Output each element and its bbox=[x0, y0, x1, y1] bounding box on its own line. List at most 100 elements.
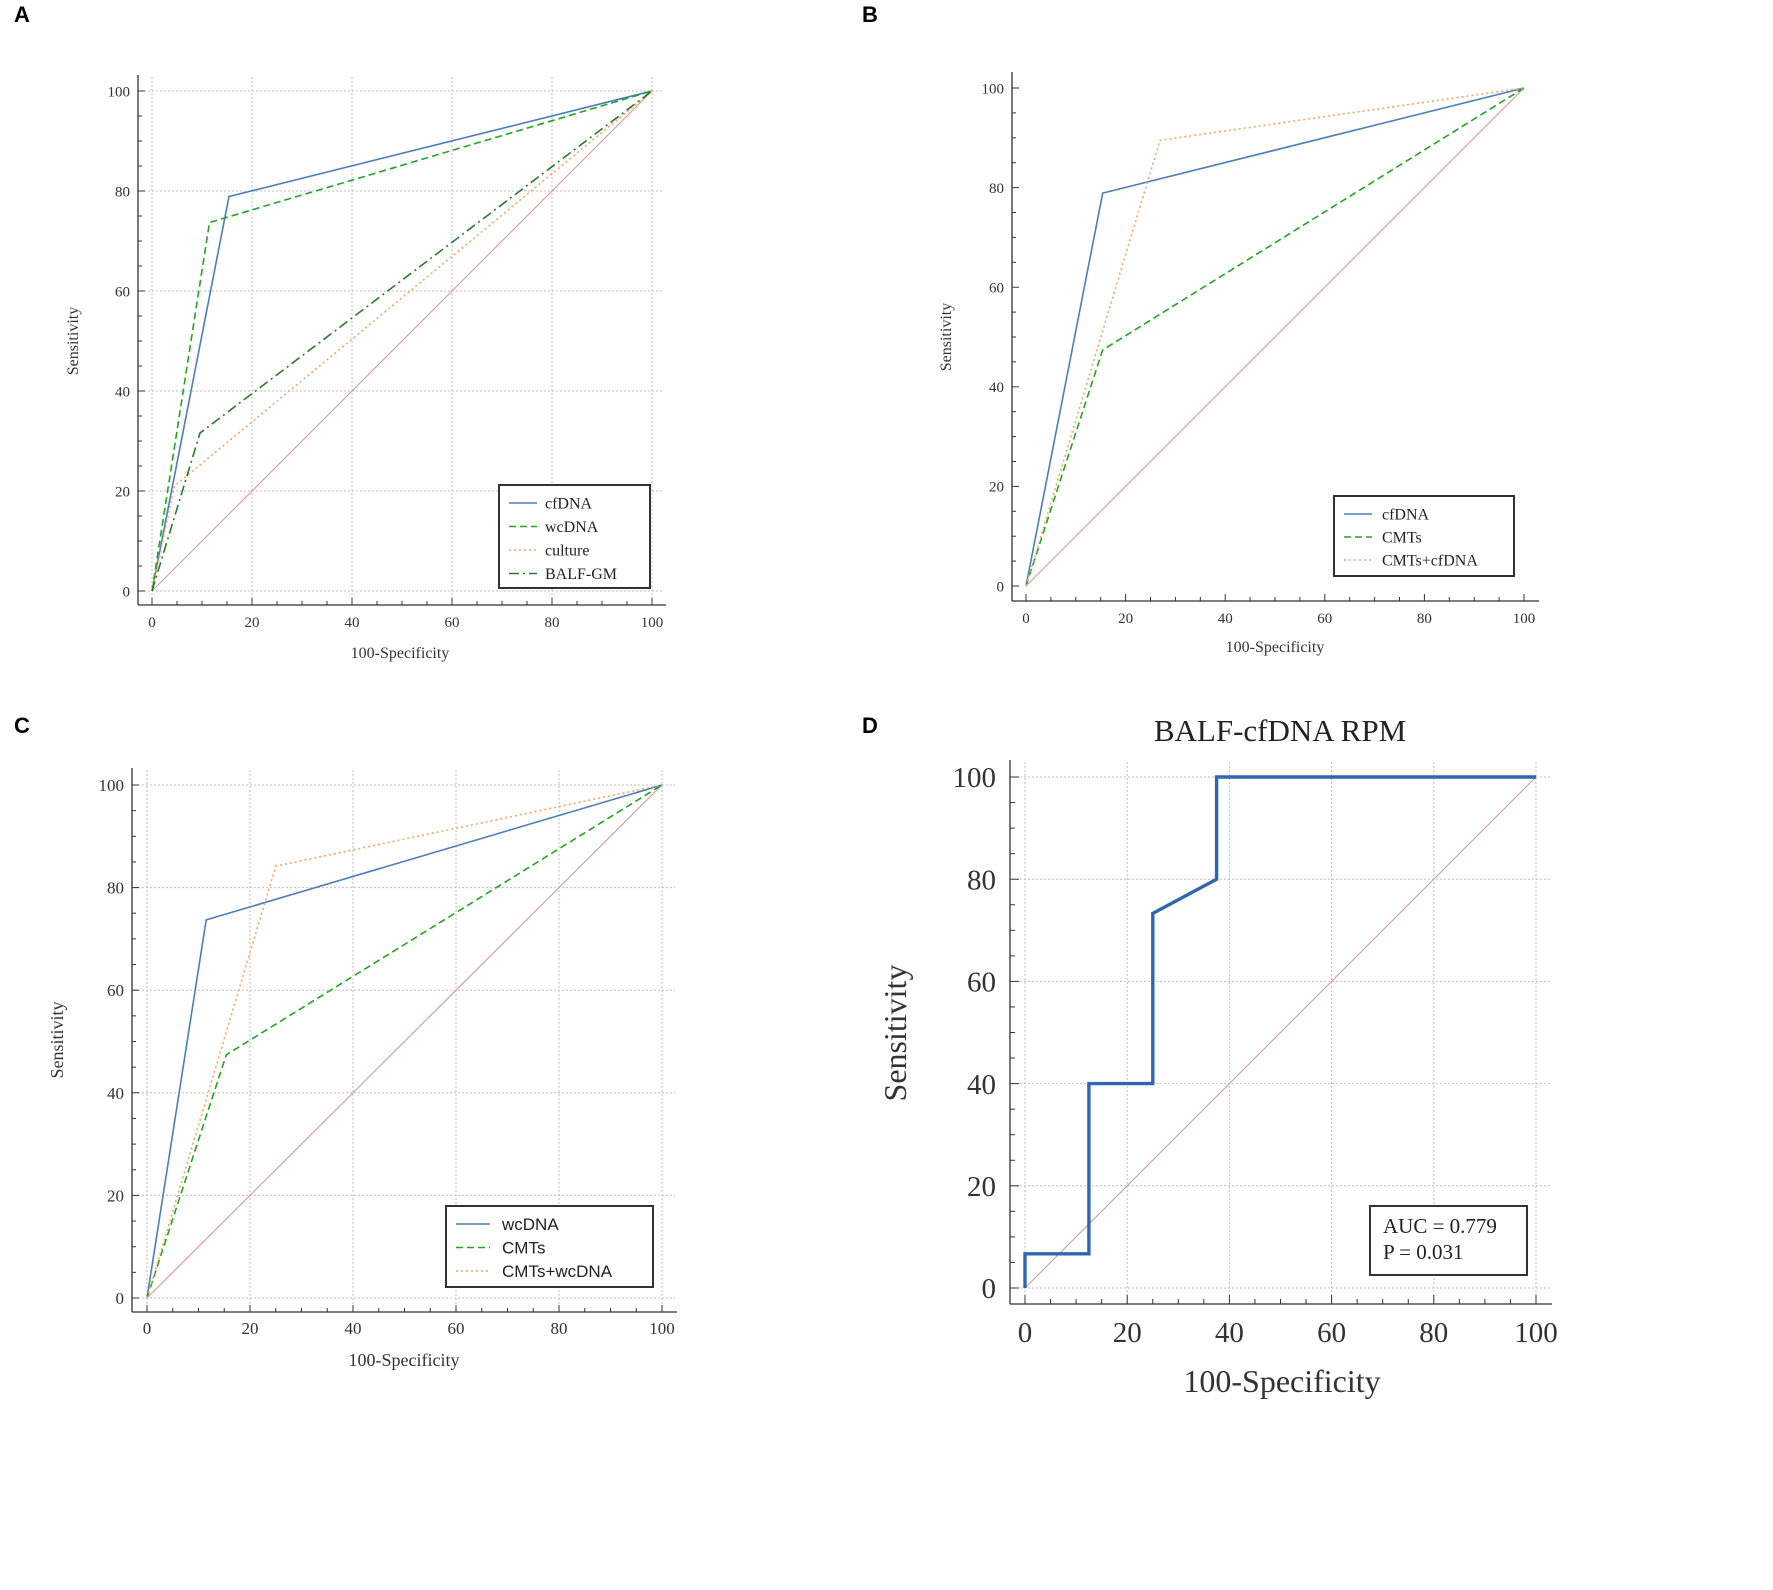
chart-title: BALF-cfDNA RPM bbox=[1154, 713, 1406, 748]
y-tick-label: 40 bbox=[989, 380, 1004, 396]
y-tick-label: 20 bbox=[107, 1186, 124, 1205]
y-tick-label: 60 bbox=[115, 284, 130, 300]
y-tick-label: 60 bbox=[989, 280, 1004, 296]
panel-A: A 0 20 40 60 80 100 0 20 40 60 80 100 100-Specificity… bbox=[14, 2, 666, 662]
x-tick-label: 0 bbox=[143, 1319, 152, 1338]
x-tick-label: 40 bbox=[1215, 1317, 1244, 1349]
x-tick-label: 20 bbox=[1118, 611, 1133, 627]
legend-entry: CMTs+wcDNA bbox=[502, 1262, 613, 1281]
roc-curve-cmts-cfdna bbox=[1025, 87, 1525, 587]
x-tick-label: 60 bbox=[1317, 611, 1332, 627]
x-tick-label: 0 bbox=[1022, 611, 1030, 627]
x-tick-label: 0 bbox=[148, 615, 156, 631]
auc-value: AUC = 0.779 bbox=[1383, 1214, 1497, 1238]
y-axis-label: Sensitivity bbox=[47, 1001, 67, 1078]
y-tick-label: 80 bbox=[967, 864, 996, 896]
x-tick-label: 20 bbox=[1113, 1317, 1142, 1349]
panel-C: C 0 20 40 60 80 100 0 20 40 60 80 100 100-Specificity… bbox=[14, 713, 677, 1370]
reference-diagonal bbox=[151, 90, 653, 592]
legend-box bbox=[498, 484, 651, 589]
x-tick-label: 100 bbox=[1514, 1317, 1558, 1349]
roc-curve-balf-gm bbox=[151, 90, 653, 592]
x-tick-label: 100 bbox=[649, 1319, 675, 1338]
y-tick-label: 100 bbox=[108, 84, 131, 100]
x-tick-label: 60 bbox=[448, 1319, 465, 1338]
x-axis-label: 100-Specificity bbox=[1183, 1363, 1380, 1399]
legend-entry: CMTs bbox=[1382, 530, 1422, 547]
y-tick-label: 100 bbox=[953, 762, 997, 794]
panel-D: D BALF-cfDNA RPM 0 20 40 60 80 100 0 20 40 60 80 100 1… bbox=[862, 713, 1558, 1399]
panel-label: C bbox=[14, 713, 30, 738]
legend: wcDNA CMTs CMTs+wcDNA bbox=[445, 1205, 654, 1288]
legend: cfDNA wcDNA culture BALF-GM bbox=[498, 484, 651, 589]
y-tick-label: 40 bbox=[967, 1069, 996, 1101]
x-tick-label: 60 bbox=[1317, 1317, 1346, 1349]
reference-diagonal bbox=[146, 784, 663, 1299]
y-axis-label: Sensitivity bbox=[938, 303, 955, 371]
legend-entry: cfDNA bbox=[1382, 507, 1430, 524]
roc-curve-cfdna bbox=[151, 90, 653, 592]
roc-curve-cfdna bbox=[1025, 87, 1525, 587]
y-tick-label: 0 bbox=[997, 579, 1005, 595]
panel-label: D bbox=[862, 713, 878, 738]
x-tick-label: 60 bbox=[445, 615, 460, 631]
roc-curve-wcdna bbox=[151, 90, 653, 592]
legend-entry: wcDNA bbox=[545, 519, 599, 536]
roc-curve-cmts-wcdna bbox=[146, 784, 663, 1299]
annotation-box bbox=[1369, 1205, 1528, 1276]
x-axis-label: 100-Specificity bbox=[1226, 639, 1325, 656]
y-axis-label: Sensitivity bbox=[65, 307, 82, 375]
roc-curve-balf-cfdna-rpm bbox=[1023, 775, 1536, 1288]
y-tick-label: 80 bbox=[115, 184, 130, 200]
roc-curve-cmts bbox=[146, 784, 663, 1299]
panel-label: B bbox=[862, 2, 878, 27]
legend-entry: BALF-GM bbox=[545, 566, 617, 583]
x-tick-label: 20 bbox=[242, 1319, 259, 1338]
x-axis-label: 100-Specificity bbox=[349, 1350, 460, 1370]
y-tick-label: 20 bbox=[115, 484, 130, 500]
y-tick-label: 0 bbox=[123, 584, 131, 600]
x-tick-label: 80 bbox=[551, 1319, 568, 1338]
roc-curve-culture bbox=[151, 90, 653, 592]
y-tick-label: 20 bbox=[989, 480, 1004, 496]
y-tick-label: 80 bbox=[107, 879, 124, 898]
panel-label: A bbox=[14, 2, 30, 27]
y-tick-label: 40 bbox=[115, 384, 130, 400]
y-tick-label: 0 bbox=[116, 1289, 125, 1308]
legend-box bbox=[445, 1205, 654, 1288]
x-tick-label: 100 bbox=[641, 615, 664, 631]
y-axis-label: Sensitivity bbox=[877, 965, 913, 1102]
x-tick-label: 80 bbox=[545, 615, 560, 631]
legend-entry: cfDNA bbox=[545, 496, 593, 513]
x-tick-label: 100 bbox=[1513, 611, 1536, 627]
x-tick-label: 40 bbox=[345, 615, 360, 631]
legend: cfDNA CMTs CMTs+cfDNA bbox=[1333, 495, 1515, 577]
legend-entry: CMTs+cfDNA bbox=[1382, 553, 1478, 570]
legend-box bbox=[1333, 495, 1515, 577]
p-value: P = 0.031 bbox=[1383, 1240, 1464, 1264]
y-tick-label: 100 bbox=[982, 81, 1005, 97]
roc-curve-cmts bbox=[1025, 87, 1525, 587]
reference-diagonal bbox=[1024, 776, 1537, 1289]
legend-entry: wcDNA bbox=[501, 1215, 559, 1234]
legend-entry: CMTs bbox=[502, 1238, 545, 1257]
y-tick-label: 60 bbox=[967, 967, 996, 999]
x-axis-label: 100-Specificity bbox=[351, 645, 450, 662]
y-tick-label: 100 bbox=[99, 776, 125, 795]
y-tick-label: 80 bbox=[989, 181, 1004, 197]
y-tick-label: 60 bbox=[107, 981, 124, 1000]
x-tick-label: 0 bbox=[1018, 1317, 1033, 1349]
x-tick-label: 80 bbox=[1419, 1317, 1448, 1349]
reference-diagonal bbox=[1025, 87, 1525, 587]
roc-curve-wcdna bbox=[146, 784, 663, 1299]
x-tick-label: 40 bbox=[1218, 611, 1233, 627]
panel-B: B 0 20 40 60 80 100 0 20 40 60 80 100 100-Specificity… bbox=[862, 2, 1539, 656]
legend-entry: culture bbox=[545, 543, 589, 560]
x-tick-label: 20 bbox=[245, 615, 260, 631]
x-tick-label: 40 bbox=[345, 1319, 362, 1338]
y-tick-label: 20 bbox=[967, 1171, 996, 1203]
x-tick-label: 80 bbox=[1417, 611, 1432, 627]
y-tick-label: 0 bbox=[982, 1273, 997, 1305]
